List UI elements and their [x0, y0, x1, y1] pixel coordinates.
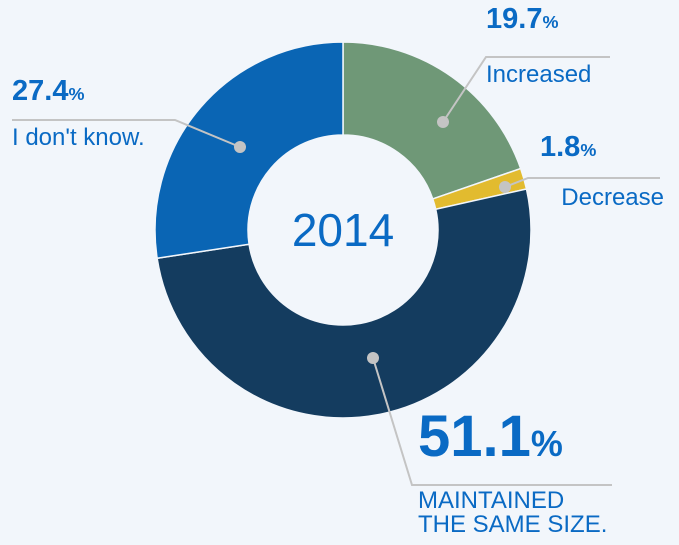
leader-dot — [437, 116, 449, 128]
value-label: 1.8% — [540, 131, 596, 163]
value-label: 27.4% — [12, 75, 84, 107]
category-label: Increased — [486, 61, 591, 88]
donut-segment — [342, 41, 522, 200]
donut-segment — [156, 188, 532, 419]
leader-dot — [499, 181, 511, 193]
category-label: Decrease — [561, 184, 664, 211]
value-label: 19.7% — [486, 3, 558, 35]
leader-line — [442, 56, 610, 123]
category-label: I don't know. — [12, 124, 145, 151]
leader-line — [504, 177, 660, 188]
value-label: 51.1% — [418, 404, 563, 469]
donut-segment — [154, 41, 344, 260]
center-label: 2014 — [292, 204, 394, 256]
leader-line — [12, 119, 241, 148]
leader-line — [372, 357, 612, 486]
category-label: MAINTAINED THE SAME SIZE. — [418, 487, 607, 538]
leader-dot — [234, 141, 246, 153]
leader-dot — [367, 352, 379, 364]
